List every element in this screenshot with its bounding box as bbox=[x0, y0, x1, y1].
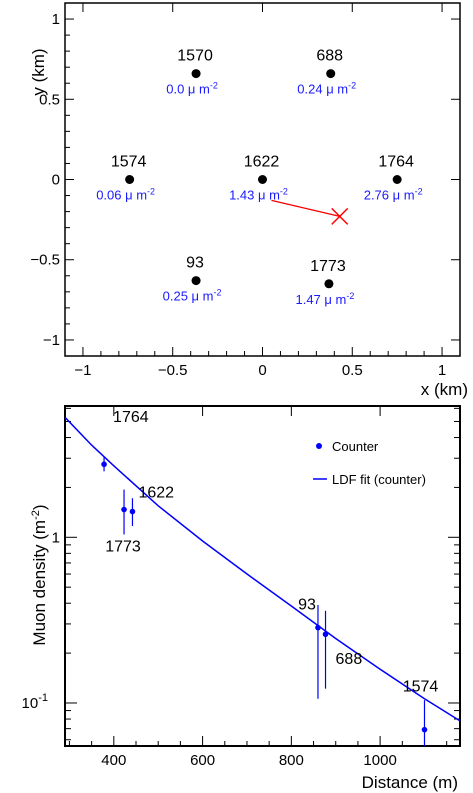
map-y-tick-label: 0 bbox=[52, 172, 60, 189]
legend-counter-label: Counter bbox=[332, 439, 379, 454]
counter-point bbox=[129, 508, 136, 515]
ldf-x-tick-label: 400 bbox=[101, 752, 126, 769]
station-density-value: 0.06 μ m bbox=[96, 188, 147, 203]
station-density-exponent: -2 bbox=[147, 187, 155, 197]
station-density-exponent: -2 bbox=[415, 187, 423, 197]
station-density-value: 0.25 μ m bbox=[163, 289, 214, 304]
ldf-y-axis-title-exp: -2 bbox=[30, 510, 42, 520]
shower-direction-line bbox=[271, 199, 340, 218]
ldf-axes: 400 600 800 1000 1 10-1 bbox=[22, 406, 460, 769]
station-id-label: 1622 bbox=[244, 154, 280, 171]
station-marker bbox=[258, 175, 267, 184]
station-density-value: 2.76 μ m bbox=[364, 188, 415, 203]
map-y-tick-label: 0.5 bbox=[39, 91, 60, 108]
counter-point bbox=[121, 506, 127, 513]
station-density-label: 1.47 μ m-2 bbox=[295, 291, 354, 307]
station-id-label: 1570 bbox=[177, 48, 213, 65]
ldf-x-tick-label: 800 bbox=[279, 752, 304, 769]
counter-point bbox=[101, 461, 107, 468]
station-marker bbox=[392, 175, 402, 184]
station-density-label: 0.0 μ m-2 bbox=[166, 81, 218, 97]
counter-point-label: 93 bbox=[298, 597, 316, 614]
station-density-exponent: -2 bbox=[213, 288, 221, 298]
station-density-value: 0.24 μ m bbox=[297, 82, 348, 97]
ldf-y-tick-base: 1 bbox=[52, 529, 60, 546]
station-density-exponent: -2 bbox=[346, 291, 354, 301]
map-y-axis-title: y (km) bbox=[29, 48, 48, 95]
station-marker bbox=[125, 175, 135, 184]
station-id-label: 1773 bbox=[310, 258, 346, 275]
ldf-frame bbox=[64, 405, 461, 747]
ldf-x-axis-title: Distance (m) bbox=[362, 773, 458, 792]
counter-point-label: 1764 bbox=[113, 409, 149, 426]
map-y-tick-label: −1 bbox=[43, 332, 60, 349]
ldf-plot-area: 1764 1773 1622 93 688 1574 bbox=[64, 409, 461, 746]
station-density-label: 0.06 μ m-2 bbox=[96, 187, 155, 203]
legend-counter-marker bbox=[316, 443, 322, 449]
map-y-tick-label: 1 bbox=[52, 11, 60, 28]
ldf-y-tick-exponent: -1 bbox=[38, 692, 48, 704]
counter-point-label: 1773 bbox=[105, 539, 141, 556]
counter-point bbox=[315, 624, 321, 631]
map-x-tick-label: −1 bbox=[74, 362, 91, 379]
ldf-y-axis-title: Muon density (m-2) bbox=[30, 504, 49, 645]
station-density-value: 0.0 μ m bbox=[166, 82, 210, 97]
station-id-label: 688 bbox=[316, 48, 343, 65]
station-marker bbox=[191, 276, 201, 286]
map-x-tick-label: −0.5 bbox=[158, 362, 188, 379]
map-axes: −1 −0.5 0 0.5 1 −1 −0.5 0 0.5 1 bbox=[30, 3, 460, 379]
station-density-value: 1.43 μ m bbox=[229, 188, 280, 203]
station-marker bbox=[191, 69, 201, 79]
map-x-tick-label: 0.5 bbox=[342, 362, 363, 379]
counter-point-label: 688 bbox=[336, 651, 363, 668]
ldf-x-tick-label: 600 bbox=[190, 752, 215, 769]
ldf-y-axis-title-main: Muon density (m bbox=[30, 520, 49, 646]
station-density-exponent: -2 bbox=[280, 187, 288, 197]
station-density-exponent: -2 bbox=[348, 81, 356, 91]
station-density-label: 2.76 μ m-2 bbox=[364, 187, 423, 203]
ldf-y-tick-base: 10 bbox=[22, 695, 39, 712]
legend-fit-label: LDF fit (counter) bbox=[332, 472, 426, 487]
ldf-y-axis-title-close: ) bbox=[30, 504, 49, 510]
station-density-value: 1.47 μ m bbox=[295, 292, 346, 307]
station-density-label: 1.43 μ m-2 bbox=[229, 187, 288, 203]
map-x-axis-title: x (km) bbox=[421, 380, 468, 399]
station-marker bbox=[326, 69, 336, 79]
ldf-x-tick-label: 1000 bbox=[363, 752, 396, 769]
station-id-label: 1574 bbox=[111, 154, 147, 171]
counter-point bbox=[322, 631, 329, 638]
counter-point-label: 1622 bbox=[138, 485, 174, 502]
map-x-tick-label: 0 bbox=[258, 362, 266, 379]
map-y-tick-label: −0.5 bbox=[30, 252, 60, 269]
core-marker-stroke-b bbox=[331, 207, 349, 225]
counter-point-label: 1574 bbox=[403, 679, 439, 696]
ldf-legend: Counter LDF fit (counter) bbox=[313, 439, 426, 487]
counter-point bbox=[421, 726, 428, 733]
ldf-y-tick-label: 1 bbox=[52, 529, 60, 546]
station-density-label: 0.24 μ m-2 bbox=[297, 81, 356, 97]
station-density-label: 0.25 μ m-2 bbox=[163, 288, 222, 304]
station-id-label: 93 bbox=[186, 255, 204, 272]
ldf-y-tick-label: 10-1 bbox=[22, 692, 48, 712]
ldf-fit-line bbox=[64, 416, 461, 722]
map-x-tick-label: 1 bbox=[438, 362, 446, 379]
station-density-exponent: -2 bbox=[210, 81, 218, 91]
station-marker bbox=[324, 279, 334, 289]
station-id-label: 1764 bbox=[378, 154, 414, 171]
